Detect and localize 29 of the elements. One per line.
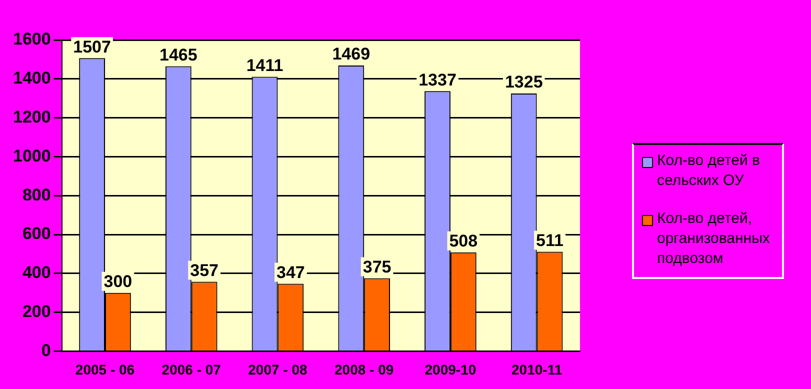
x-tick-label: 2009-10: [424, 361, 476, 378]
legend-label: Кол-во детей в сельских ОУ: [657, 151, 761, 191]
data-label: 1469: [332, 44, 370, 64]
x-tick-label: 2006 - 07: [162, 361, 222, 378]
data-label: 1411: [246, 56, 284, 75]
y-tick-label: 0: [41, 340, 51, 360]
data-label: 511: [536, 231, 564, 250]
y-tick-label: 200: [22, 302, 51, 321]
y-tick-label: 1000: [12, 146, 51, 166]
data-label: 1465: [159, 45, 198, 64]
data-label: 300: [104, 272, 132, 292]
y-tick-label: 1200: [12, 107, 51, 126]
x-tick-label: 2005 - 06: [75, 361, 135, 378]
data-label: 347: [276, 262, 305, 282]
y-tick-label: 400: [22, 263, 51, 282]
data-label: 375: [362, 257, 392, 276]
y-tick-label: 1400: [12, 68, 51, 88]
y-tick-label: 800: [22, 185, 51, 204]
data-label: 357: [190, 260, 219, 280]
data-label: 508: [449, 232, 478, 251]
y-tick-label: 600: [22, 224, 51, 244]
data-label: 1325: [504, 72, 543, 92]
data-label: 1337: [418, 70, 456, 90]
legend-label: Кол-во детей, организованных подвозом: [657, 209, 771, 269]
x-tick-label: 2008 - 09: [334, 361, 394, 378]
data-label: 1507: [73, 37, 111, 56]
y-tick-label: 1600: [12, 30, 51, 49]
x-tick-label: 2007 - 08: [248, 361, 308, 378]
x-tick-label: 2010-11: [512, 361, 562, 378]
